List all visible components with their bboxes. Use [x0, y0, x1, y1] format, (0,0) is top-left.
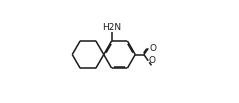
Text: O: O	[149, 56, 156, 66]
Text: O: O	[149, 44, 156, 53]
Text: H2N: H2N	[102, 23, 121, 32]
